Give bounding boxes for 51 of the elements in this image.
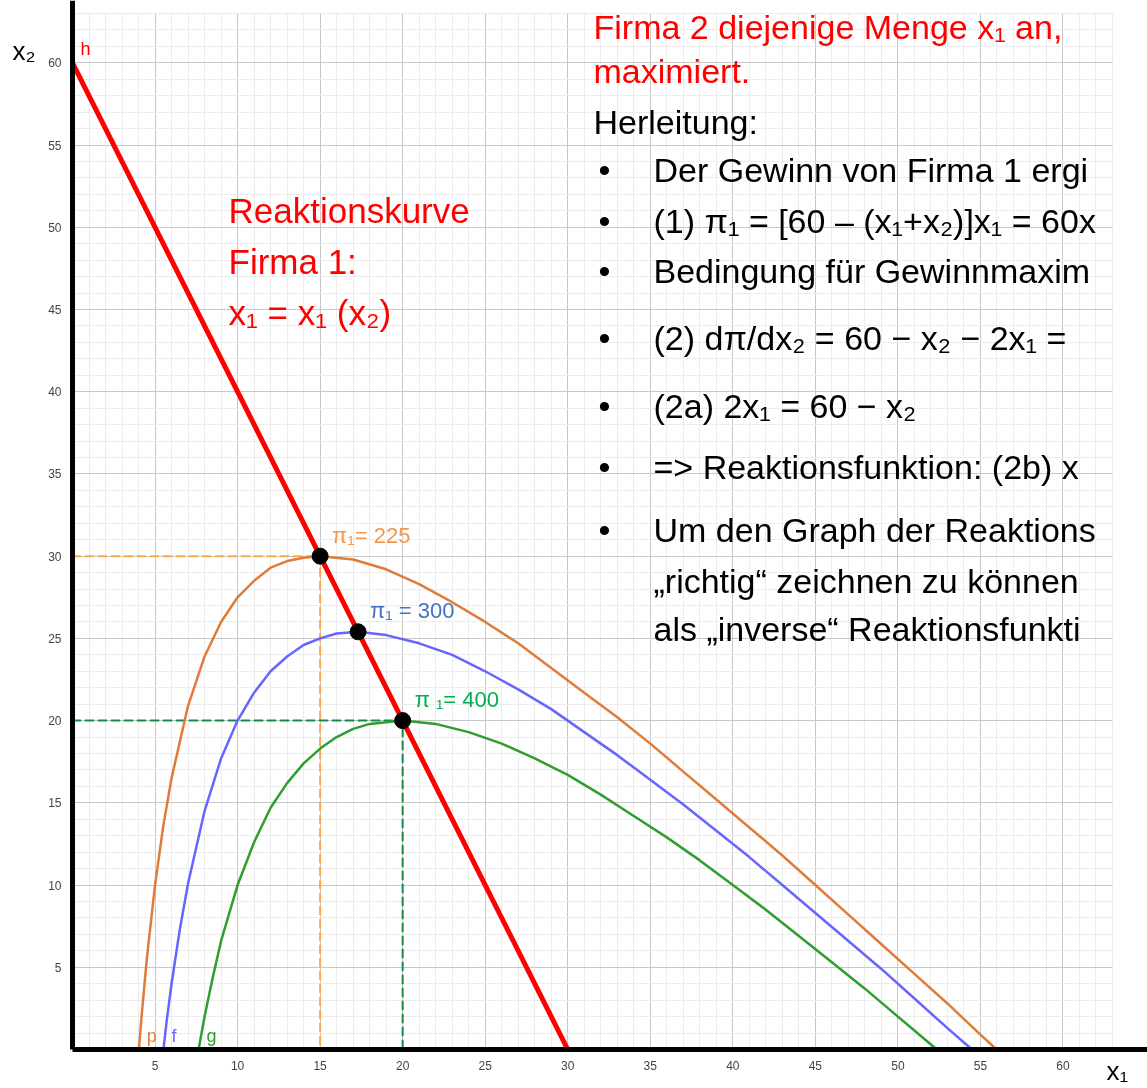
annotation: π ₁= 400 [414,687,500,713]
annotation: als „inverse“ Reaktionsfunkti [653,609,1081,648]
x-tick-label: 25 [478,1058,493,1073]
y-tick-label: 30 [48,549,62,564]
x-tick-label: 20 [395,1058,410,1073]
annotation: π₁ = 300 [370,598,455,624]
y-tick-label: 35 [48,467,62,482]
y-tick-label: 55 [48,138,62,153]
annotation: „richtig“ zeichnen zu können [653,561,1079,600]
annotation: x₁ = x₁ (x₂) [228,293,392,332]
text: • (2a) 2x₁ = 60 − x₂ [598,386,917,425]
point [349,623,367,641]
point [311,547,329,565]
series-label: p [146,1025,157,1046]
series-label: g [206,1025,217,1046]
series-label: h [80,38,91,59]
x-tick-label: 50 [891,1058,905,1073]
x-tick-label: 55 [973,1058,988,1073]
text: • => Reaktionsfunktion: (2b) x [598,447,1079,486]
x-tick-label: 35 [643,1058,658,1073]
annotation: Firma 2 diejenige Menge x₁ an, [593,7,1063,46]
annotation: Herleitung: [593,102,758,141]
y-tick-label: 40 [48,385,62,400]
text: • Der Gewinn von Firma 1 ergi [598,150,1089,189]
x-axis-title: x₁ [1106,1055,1129,1086]
x-tick-label: 10 [230,1058,245,1073]
x-tick-label: 5 [151,1058,159,1073]
y-tick-label: 5 [54,960,62,975]
text: • (1) π₁ = [60 – (x₁+x₂)]x₁ = 60x [598,201,1096,240]
y-tick-label: 10 [48,878,62,893]
text: • (2) dπ/dx₂ = 60 − x₂ − 2x₁ = [598,318,1067,357]
point [394,712,412,730]
text: • Bedingung für Gewinnmaxim [598,251,1091,290]
y-tick-label: 15 [48,796,62,811]
x-tick-label: 40 [726,1058,740,1073]
y-tick-label: 20 [48,714,62,729]
y-axis-title: x₂ [12,35,36,66]
series-label: f [171,1025,178,1046]
y-tick-label: 50 [48,220,62,235]
y-tick-label: 45 [48,303,62,317]
annotation: π₁= 225 [332,522,411,548]
x-tick-label: 60 [1056,1058,1070,1073]
annotation: maximiert. [593,51,751,90]
annotation: Reaktionskurve [228,191,470,230]
y-tick-label: 60 [48,56,62,71]
annotation: Firma 1: [228,242,357,281]
x-tick-label: 45 [808,1058,823,1073]
text: • Um den Graph der Reaktions [598,510,1096,549]
x-tick-label: 15 [313,1058,328,1073]
y-tick-label: 25 [48,631,62,646]
x-tick-label: 30 [561,1058,575,1073]
